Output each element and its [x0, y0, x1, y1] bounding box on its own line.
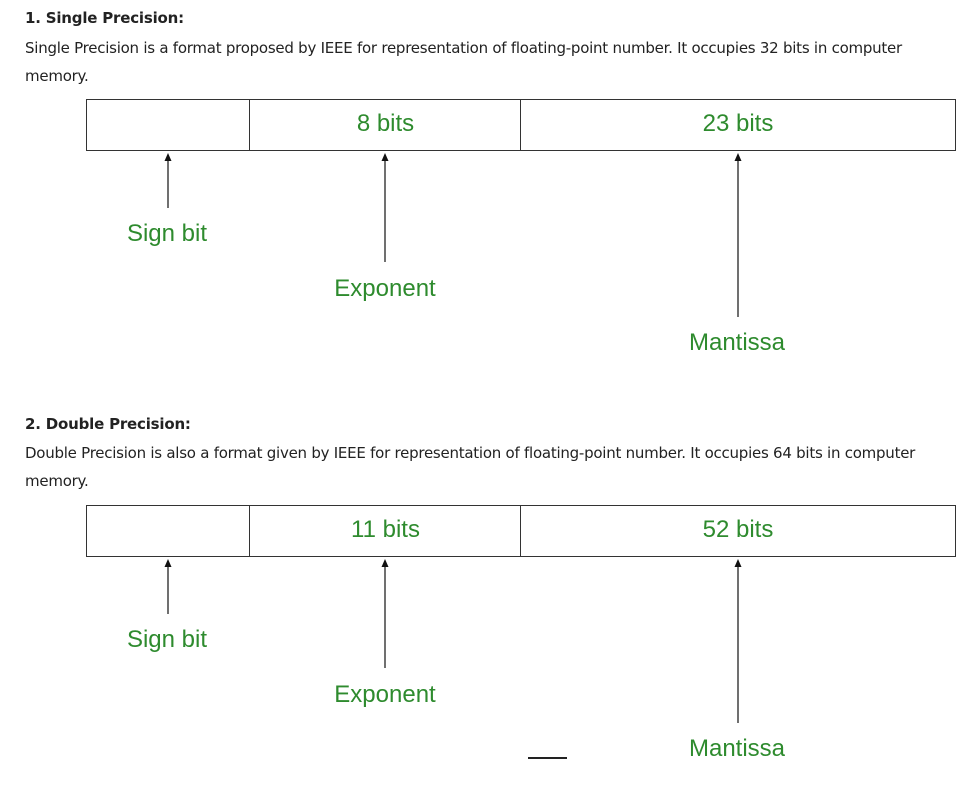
mantissa-field-label: 23 bits [702, 110, 774, 137]
single-precision-diagram: 8 bits 23 bits Sign bit Exponent Mantiss… [0, 99, 977, 389]
exponent-field-box: 8 bits [249, 99, 522, 151]
bottom-divider [528, 757, 567, 759]
sign-field-box [86, 99, 251, 151]
exponent-arrow-icon [381, 559, 389, 668]
exponent-arrow-icon [381, 153, 389, 262]
double-precision-diagram: 11 bits 52 bits Sign bit Exponent Mantis… [0, 505, 977, 795]
mantissa-label: Mantissa [688, 329, 786, 356]
mantissa-arrow-icon [734, 559, 742, 723]
sign-arrow-icon [164, 559, 172, 614]
mantissa-field-box: 52 bits [520, 505, 956, 557]
section-1-description: Single Precision is a format proposed by… [25, 39, 902, 85]
sign-bit-label: Sign bit [126, 626, 208, 653]
section-1-heading: 1. Single Precision: [25, 9, 184, 27]
exponent-field-label: 11 bits [351, 516, 420, 543]
exponent-label: Exponent [334, 275, 436, 302]
exponent-field-box: 11 bits [249, 505, 522, 557]
mantissa-label: Mantissa [688, 735, 786, 762]
sign-bit-label: Sign bit [126, 220, 208, 247]
section-2-heading: 2. Double Precision: [25, 415, 191, 433]
exponent-label: Exponent [334, 681, 436, 708]
exponent-field-label: 8 bits [356, 110, 415, 137]
sign-field-box [86, 505, 251, 557]
section-2-description: Double Precision is also a format given … [25, 444, 916, 490]
mantissa-field-label: 52 bits [702, 516, 774, 543]
mantissa-field-box: 23 bits [520, 99, 956, 151]
sign-arrow-icon [164, 153, 172, 208]
mantissa-arrow-icon [734, 153, 742, 317]
